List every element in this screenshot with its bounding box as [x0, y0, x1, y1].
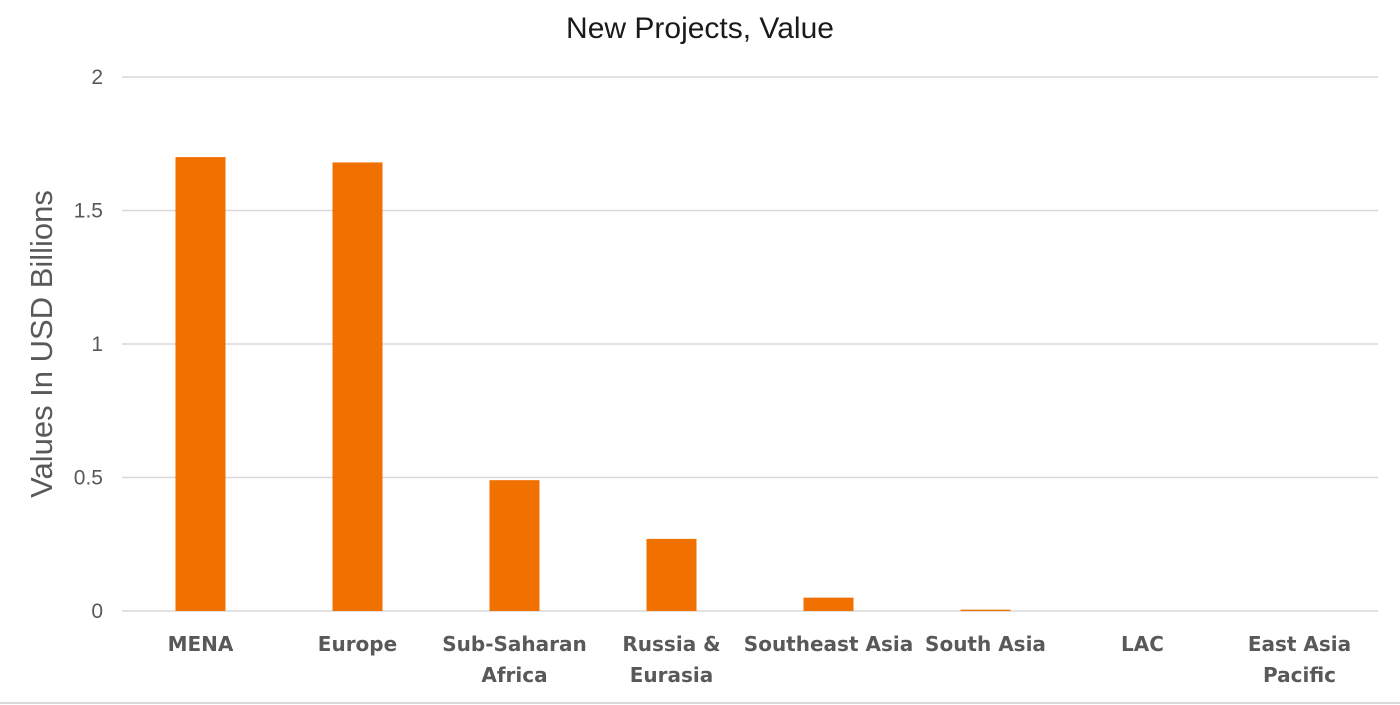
y-tick-label: 0.5: [74, 467, 103, 490]
x-tick-label: LAC: [1121, 632, 1164, 656]
bar: [960, 609, 1011, 611]
bar: [489, 480, 540, 611]
bar: [646, 538, 697, 611]
bar: [175, 157, 226, 611]
x-tick-label: Russia & Eurasia: [622, 632, 720, 687]
bottom-divider: [0, 702, 1400, 704]
x-tick-label: MENA: [168, 632, 234, 656]
bar: [332, 162, 383, 611]
x-tick-label: Europe: [318, 632, 397, 656]
x-tick-label: South Asia: [925, 632, 1046, 656]
x-tick-label: East Asia Pacific: [1248, 632, 1351, 687]
y-tick-label: 0: [91, 600, 103, 623]
y-tick-label: 2: [91, 66, 103, 89]
y-tick-label: 1.5: [74, 200, 103, 223]
y-tick-label: 1: [91, 333, 103, 356]
x-tick-label: Southeast Asia: [744, 632, 913, 656]
x-tick-label: Sub-Saharan Africa: [442, 632, 587, 687]
bar: [803, 597, 854, 611]
chart-title: New Projects, Value: [566, 12, 834, 45]
